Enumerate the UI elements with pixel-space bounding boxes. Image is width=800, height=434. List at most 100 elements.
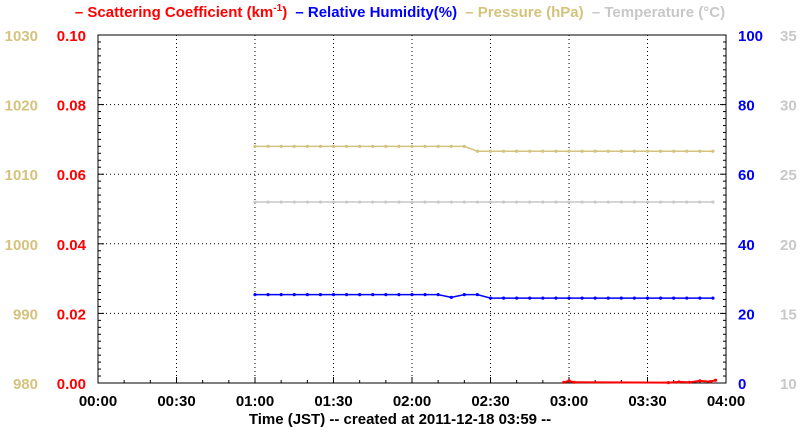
series-point-humidity — [475, 293, 480, 297]
pressure-tick-label: 1010 — [5, 167, 38, 184]
series-point-temperature — [253, 200, 257, 204]
scattering-tick-label: 0.06 — [57, 167, 86, 184]
series-point-pressure — [344, 144, 349, 148]
series-line-humidity — [255, 293, 713, 299]
series-point-temperature — [305, 200, 309, 204]
x-tick-label: 02:30 — [471, 393, 509, 410]
series-point-humidity — [253, 293, 257, 297]
series-point-pressure — [384, 144, 388, 148]
legend-item-temperature: – Temperature (°C) — [591, 4, 726, 21]
series-point-temperature — [580, 200, 584, 204]
series-point-temperature — [449, 200, 453, 204]
series-point-pressure — [397, 144, 401, 148]
x-tick-label: 00:00 — [79, 393, 117, 410]
series-point-pressure — [423, 144, 427, 148]
series-point-humidity — [384, 293, 388, 297]
humidity-tick-label: 60 — [738, 167, 755, 184]
scattering-tick-label: 0.10 — [57, 28, 86, 45]
pressure-tick-label: 1020 — [5, 98, 38, 115]
series-point-temperature — [554, 200, 558, 204]
series-point-humidity — [698, 296, 702, 300]
series-point-temperature — [436, 200, 440, 204]
series-point-temperature — [658, 200, 663, 204]
series-point-humidity — [410, 293, 414, 297]
series-point-temperature — [515, 200, 519, 204]
chart-legend: – Scattering Coefficient (km-1) – Relati… — [0, 3, 800, 21]
series-point-humidity — [423, 293, 427, 297]
humidity-tick-label: 20 — [738, 306, 755, 323]
series-point-pressure — [658, 149, 663, 153]
x-tick-label: 02:00 — [393, 393, 431, 410]
series-point-humidity — [567, 296, 571, 300]
series-point-temperature — [423, 200, 427, 204]
series-point-pressure — [331, 144, 336, 148]
series-point-humidity — [501, 296, 506, 300]
series-point-temperature — [593, 200, 597, 204]
humidity-tick-label: 0 — [738, 376, 746, 393]
temperature-tick-label: 25 — [780, 167, 797, 184]
x-tick-label: 03:00 — [550, 393, 588, 410]
series-point-humidity — [488, 296, 493, 300]
series-point-humidity — [632, 296, 637, 300]
series-point-humidity — [436, 293, 440, 297]
series-point-temperature — [711, 200, 715, 204]
series-point-temperature — [541, 200, 545, 204]
series-point-pressure — [580, 149, 584, 153]
series-point-scattering — [666, 381, 671, 385]
series-point-humidity — [554, 296, 558, 300]
scattering-tick-label: 0.02 — [57, 306, 86, 323]
series-point-pressure — [279, 144, 283, 148]
series-point-temperature — [475, 200, 480, 204]
temperature-tick-label: 10 — [780, 376, 797, 393]
series-point-pressure — [672, 149, 676, 153]
series-point-temperature — [410, 200, 414, 204]
temperature-tick-label: 35 — [780, 28, 797, 45]
series-point-pressure — [554, 149, 558, 153]
legend-item-scattering: – Scattering Coefficient (km-1) — [74, 3, 288, 21]
series-point-temperature — [397, 200, 401, 204]
series-point-temperature — [266, 200, 270, 204]
series-point-pressure — [698, 149, 702, 153]
series-point-humidity — [619, 296, 623, 300]
series-point-humidity — [371, 293, 375, 297]
humidity-tick-label: 40 — [738, 237, 755, 254]
series-point-humidity — [397, 293, 401, 297]
series-point-temperature — [606, 200, 610, 204]
series-line-scattering — [563, 379, 716, 384]
series-point-temperature — [462, 200, 466, 204]
x-tick-label: 04:00 — [707, 393, 745, 410]
series-point-humidity — [462, 293, 466, 297]
series-point-pressure — [541, 149, 545, 153]
series-point-temperature — [318, 200, 323, 204]
series-point-pressure — [462, 144, 466, 148]
pressure-tick-label: 1030 — [5, 28, 38, 45]
series-point-temperature — [279, 200, 283, 204]
series-point-humidity — [672, 296, 676, 300]
series-line-pressure — [255, 145, 713, 152]
series-point-pressure — [501, 149, 506, 153]
series-point-pressure — [449, 144, 453, 148]
series-point-temperature — [567, 200, 571, 204]
series-point-pressure — [619, 149, 623, 153]
series-point-pressure — [685, 149, 689, 153]
series-point-temperature — [488, 200, 493, 204]
series-point-humidity — [645, 296, 650, 300]
x-axis-label: Time (JST) -- created at 2011-12-18 03:5… — [248, 411, 552, 428]
legend-item-humidity: – Relative Humidity(%) — [295, 4, 458, 21]
series-point-temperature — [672, 200, 676, 204]
series-point-humidity — [593, 296, 597, 300]
series-point-temperature — [645, 200, 650, 204]
series-point-humidity — [528, 296, 532, 300]
x-tick-label: 03:30 — [628, 393, 666, 410]
x-tick-label: 01:00 — [236, 393, 274, 410]
series-point-temperature — [371, 200, 375, 204]
pressure-tick-label: 980 — [13, 376, 38, 393]
series-point-temperature — [292, 200, 296, 204]
series-point-pressure — [593, 149, 597, 153]
series-point-humidity — [344, 293, 349, 297]
series-point-temperature — [501, 200, 506, 204]
series-point-humidity — [658, 296, 663, 300]
series-point-pressure — [711, 149, 715, 153]
series-point-temperature — [331, 200, 336, 204]
